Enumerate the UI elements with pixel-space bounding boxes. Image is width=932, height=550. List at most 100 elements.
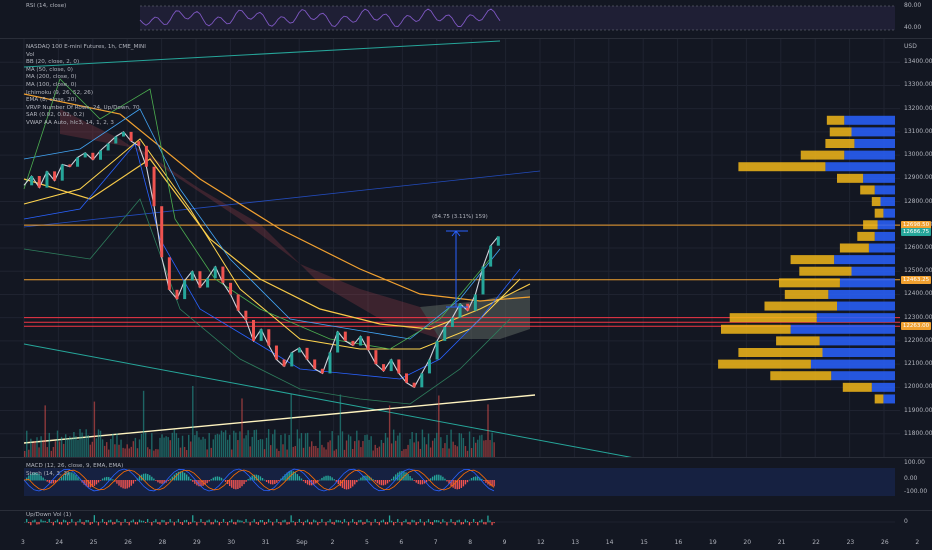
volume-bar <box>181 435 184 457</box>
indicator-line <box>23 143 521 380</box>
volume-bar <box>235 432 237 457</box>
updown-bar <box>327 521 329 523</box>
volume-bar <box>407 444 409 457</box>
volume-bar <box>95 438 98 457</box>
volume-bar <box>183 446 186 457</box>
macd-histogram-bar <box>382 480 385 486</box>
vrvp-down-bar <box>834 255 895 265</box>
macd-histogram-bar <box>444 478 446 481</box>
candle <box>366 336 370 351</box>
volume-bar <box>56 430 59 457</box>
updown-bar <box>479 520 481 523</box>
candle <box>221 266 225 283</box>
macd-histogram-bar <box>120 480 122 488</box>
updown-bar <box>231 519 233 523</box>
updown-bar <box>481 519 483 523</box>
macd-histogram-bar <box>46 480 48 482</box>
volume-bar <box>46 447 48 457</box>
macd-histogram-bar <box>171 476 173 481</box>
updown-bar <box>483 522 485 525</box>
updown-bar <box>349 521 352 523</box>
macd-histogram-bar <box>103 477 106 481</box>
macd-histogram-bar <box>239 480 241 488</box>
updown-bar <box>423 522 426 526</box>
x-tick-label: 21 <box>777 539 786 546</box>
updown-bar <box>60 522 63 525</box>
macd-histogram-bar <box>194 480 196 484</box>
macd-histogram-bar <box>208 480 210 482</box>
volume-bar <box>30 438 32 457</box>
volume-bar <box>83 438 85 457</box>
macd-histogram-bar <box>366 475 368 481</box>
updown-bar <box>140 520 143 523</box>
volume-bar <box>142 390 145 457</box>
volume-bar <box>274 429 276 457</box>
macd-histogram-bar <box>101 478 104 481</box>
stoch-d-line <box>23 469 495 491</box>
macd-histogram-bar <box>399 471 401 481</box>
macd-histogram-bar <box>458 480 460 490</box>
macd-histogram-bar <box>214 476 217 481</box>
volume-bar <box>378 446 381 457</box>
macd-histogram-bar <box>235 480 237 490</box>
updown-bar <box>196 522 198 526</box>
volume-bar <box>384 432 387 457</box>
volume-bar <box>32 442 34 457</box>
volume-bar <box>425 444 428 457</box>
y-tick-label: 11800.00 <box>904 429 932 437</box>
volume-bar <box>468 431 471 457</box>
macd-histogram-bar <box>52 480 55 484</box>
rsi-pane[interactable]: RSI (14, close) <box>0 0 900 38</box>
volume-bar <box>157 449 159 457</box>
volume-bar <box>278 450 280 457</box>
volume-bar <box>67 438 69 457</box>
macd-histogram-bar <box>407 474 409 481</box>
macd-pane[interactable]: MACD (12, 26, close, 9, EMA, EMA) Stoch … <box>0 458 900 510</box>
pane-separator[interactable] <box>0 457 932 458</box>
updown-bar <box>169 519 171 523</box>
candle <box>290 352 294 367</box>
volume-bar <box>144 432 147 457</box>
volume-bar <box>321 444 323 457</box>
pane-separator[interactable] <box>0 510 932 511</box>
volume-bar <box>452 441 454 457</box>
rsi-axis[interactable]: 80.00 40.00 <box>900 0 932 38</box>
updown-axis[interactable]: 0 <box>900 511 932 536</box>
volume-bar <box>185 450 188 457</box>
volume-bar <box>294 446 296 457</box>
macd-histogram-bar <box>421 480 424 485</box>
updown-bar <box>343 519 346 523</box>
macd-histogram-bar <box>142 473 145 481</box>
time-axis[interactable]: 3 24 25 26 28 29 30 31 Sep 2 5 6 7 8 9 12 13 14 15 16 19 20 21… <box>0 536 932 550</box>
price-pane[interactable]: NASDAQ 100 E-mini Futures, 1h, CME_MINI … <box>0 39 900 457</box>
price-axis[interactable]: USD 11800.00 11900.00 12000.00 12100.00 1220… <box>900 39 932 457</box>
legend-ma100: MA (100, close, 0) <box>26 81 77 88</box>
updown-bar <box>487 515 489 523</box>
updown-bar <box>253 519 255 523</box>
volume-bar <box>419 448 422 457</box>
macd-histogram-bar <box>210 479 212 481</box>
updown-bar <box>87 520 89 523</box>
updown-bar <box>71 519 73 523</box>
macd-histogram-bar <box>204 480 206 485</box>
macd-histogram-bar <box>54 480 57 483</box>
volume-bar <box>464 445 467 457</box>
vrvp-up-bar <box>799 266 852 276</box>
updown-pane[interactable]: Up/Down Vol (1) <box>0 511 900 536</box>
macd-histogram-bar <box>376 480 378 484</box>
macd-histogram-bar <box>196 480 198 486</box>
volume-bar <box>75 436 77 457</box>
macd-histogram-bar <box>134 480 137 482</box>
updown-bar <box>261 520 264 523</box>
volume-bar <box>388 405 391 457</box>
macd-histogram-bar <box>468 479 471 481</box>
y-tick-label: 13200.00 <box>904 104 932 112</box>
volume-bar <box>370 436 372 457</box>
volume-bar <box>329 440 331 457</box>
volume-bar <box>233 430 235 457</box>
macd-axis[interactable]: 100.00 0.00 -100.00 <box>900 458 932 510</box>
updown-bar <box>374 519 376 523</box>
macd-histogram-bar <box>216 476 219 481</box>
pane-separator[interactable] <box>0 38 932 39</box>
vrvp-down-bar <box>877 220 895 230</box>
